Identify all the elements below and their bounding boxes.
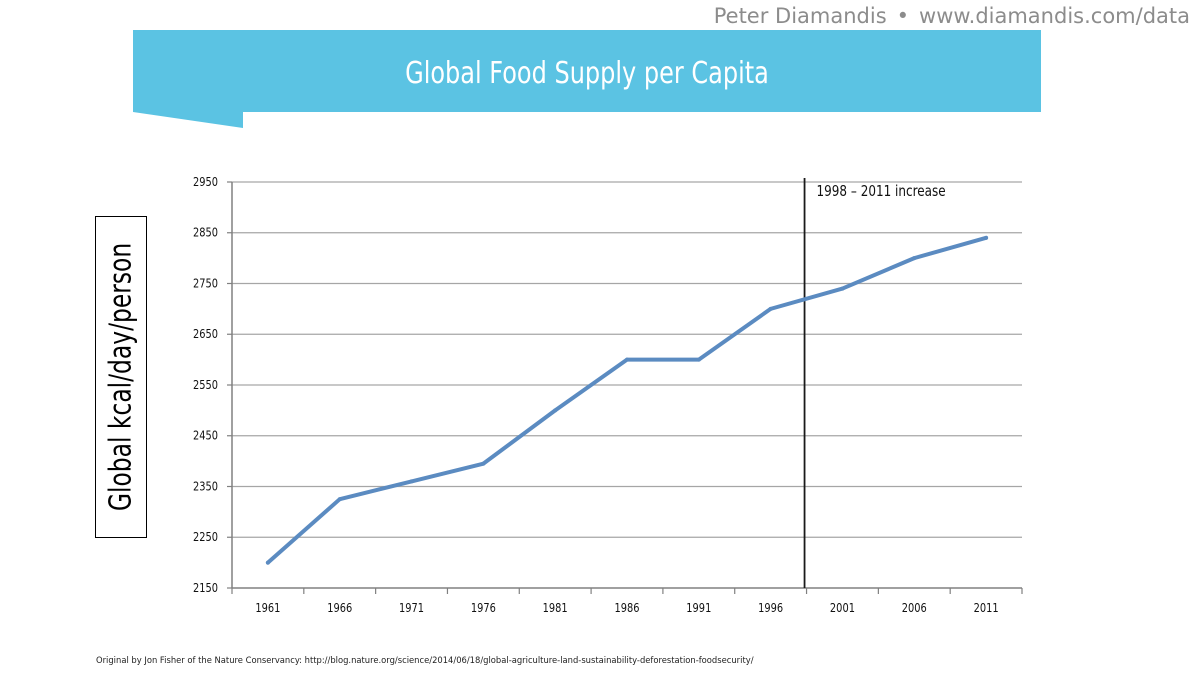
y-tick-label: 2150 — [193, 581, 218, 595]
marker-line-label: 1998 – 2011 increase — [817, 183, 946, 201]
x-tick-label: 1991 — [686, 601, 711, 615]
x-tick-label: 1971 — [399, 601, 424, 615]
data-point — [553, 408, 558, 413]
credit-line: Peter Diamandis • www.diamandis.com/data — [714, 4, 1190, 28]
x-tick-label: 2001 — [830, 601, 855, 615]
author-name: Peter Diamandis — [713, 4, 887, 28]
data-point — [696, 357, 701, 362]
title-banner — [133, 30, 1041, 112]
series-line — [265, 235, 989, 565]
x-tick-label: 1996 — [758, 601, 783, 615]
x-tick-label: 1986 — [614, 601, 639, 615]
x-tick-label: 1981 — [543, 601, 568, 615]
y-tick-label: 2950 — [193, 175, 218, 189]
data-point — [912, 256, 917, 261]
y-axis-label-box — [95, 216, 147, 538]
data-point — [481, 461, 486, 466]
y-tick-label: 2750 — [193, 277, 218, 291]
y-tick-label: 2350 — [193, 480, 218, 494]
x-tick-label: 2006 — [902, 601, 927, 615]
source-url: www.diamandis.com/data — [919, 4, 1190, 28]
data-point — [625, 357, 629, 362]
x-tick-label: 2011 — [974, 601, 999, 615]
y-tick-label: 2650 — [193, 327, 218, 341]
data-point — [265, 560, 270, 565]
x-tick-label: 1961 — [255, 601, 280, 615]
credit-separator: • — [896, 4, 910, 28]
y-tick-label: 2250 — [193, 530, 218, 544]
y-tick-label: 2550 — [193, 378, 218, 392]
y-tick-label: 2850 — [193, 226, 218, 240]
source-footnote: Original by Jon Fisher of the Nature Con… — [96, 655, 754, 665]
data-point — [409, 479, 414, 484]
data-point — [984, 235, 989, 240]
y-tick-label: 2450 — [193, 429, 218, 443]
data-point — [768, 306, 773, 311]
data-point — [840, 286, 845, 291]
x-tick-label: 1976 — [471, 601, 496, 615]
data-point — [337, 497, 342, 502]
chart-title: Global Food Supply per Capita — [405, 56, 769, 91]
x-tick-label: 1966 — [327, 601, 352, 615]
